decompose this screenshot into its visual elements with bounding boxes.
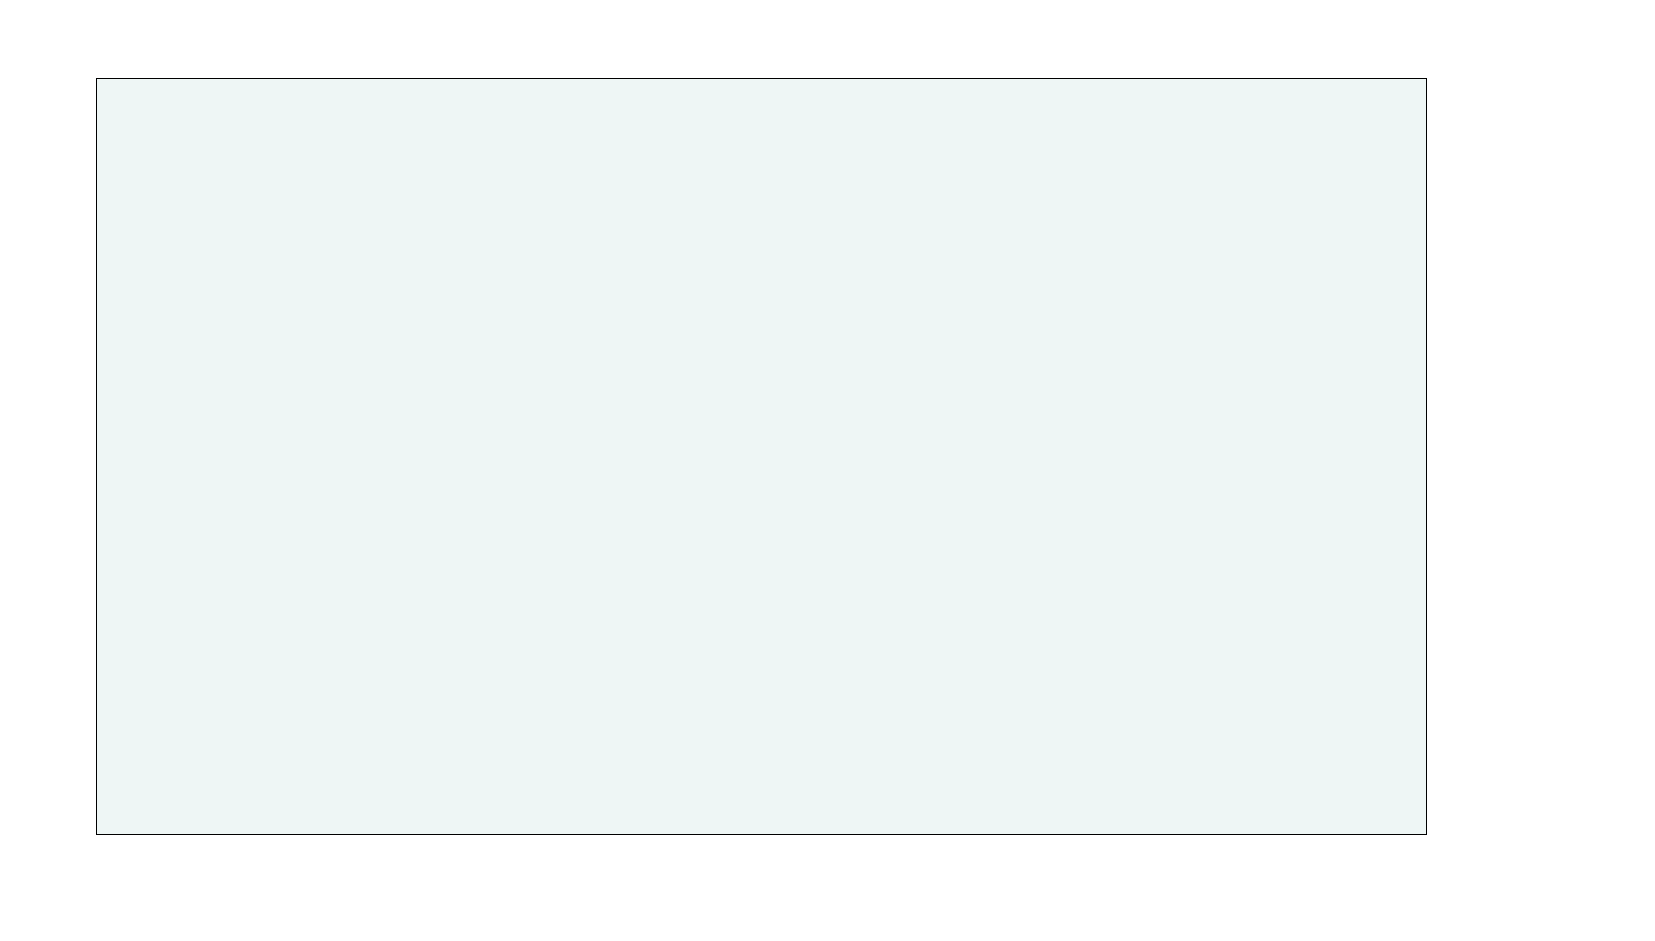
map-plot-area <box>96 78 1427 835</box>
colorbar-gradient <box>1531 196 1551 720</box>
colorbar <box>1531 196 1551 720</box>
relative-humidity-map <box>97 79 1426 834</box>
